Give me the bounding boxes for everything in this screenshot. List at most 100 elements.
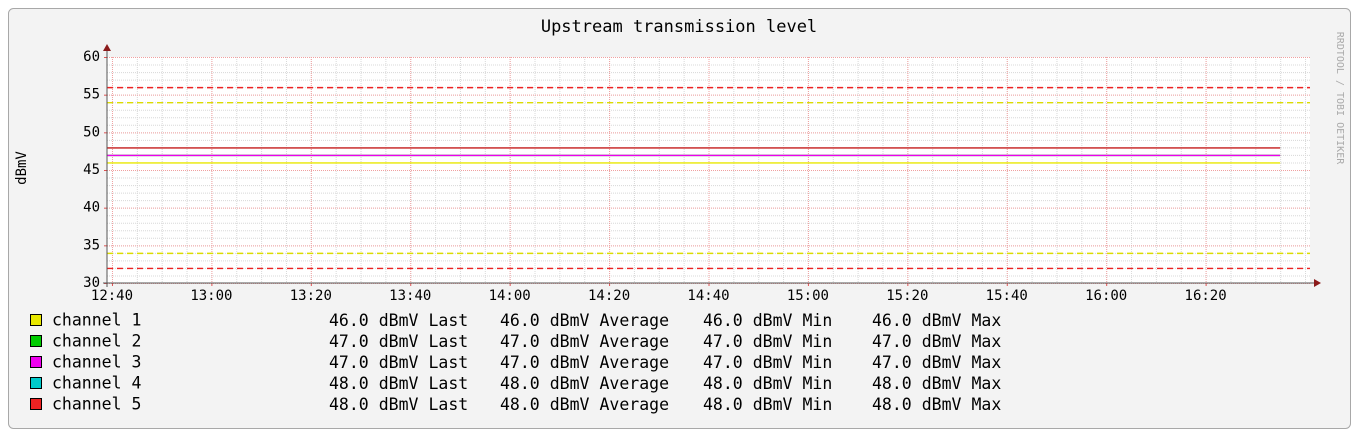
stat-name: Last <box>429 395 469 414</box>
legend-stat: 47.0 dBmV Last <box>329 353 468 372</box>
stat-name: Min <box>803 353 833 372</box>
stat-value: 47.0 <box>872 332 912 351</box>
x-tick-label: 14:40 <box>687 288 729 304</box>
legend: channel 1 46.0 dBmV Last 46.0 dBmV Average 46.0… <box>30 311 1002 414</box>
stat-unit: dBmV <box>379 311 419 330</box>
stat-unit: dBmV <box>550 332 590 351</box>
legend-name: channel 2 <box>52 332 141 351</box>
legend-stat: 46.0 dBmV Max <box>872 311 1001 330</box>
x-tick-label: 12:40 <box>91 288 133 304</box>
legend-stat: 48.0 dBmV Min <box>703 395 832 414</box>
legend-stat: 48.0 dBmV Max <box>872 374 1001 393</box>
x-arrow <box>1314 279 1321 287</box>
legend-name: channel 4 <box>52 374 141 393</box>
y-arrow <box>103 44 111 51</box>
stat-unit: dBmV <box>922 311 962 330</box>
x-tick-label: 16:00 <box>1085 288 1127 304</box>
y-tick-label: 55 <box>83 87 100 103</box>
stat-name: Max <box>972 374 1002 393</box>
stat-value: 46.0 <box>703 311 743 330</box>
legend-stat: 47.0 dBmV Max <box>872 353 1001 372</box>
stat-value: 47.0 <box>500 332 540 351</box>
stat-value: 47.0 <box>329 353 369 372</box>
legend-stat: 47.0 dBmV Min <box>703 353 832 372</box>
stat-unit: dBmV <box>550 353 590 372</box>
legend-name: channel 3 <box>52 353 141 372</box>
stat-name: Last <box>429 374 469 393</box>
stat-unit: dBmV <box>753 332 793 351</box>
legend-swatch <box>30 335 42 347</box>
stat-value: 48.0 <box>329 395 369 414</box>
stat-value: 48.0 <box>703 374 743 393</box>
stat-value: 47.0 <box>703 353 743 372</box>
legend-name: channel 1 <box>52 311 141 330</box>
legend-stat: 47.0 dBmV Min <box>703 332 832 351</box>
x-tick-label: 13:20 <box>290 288 332 304</box>
stat-unit: dBmV <box>379 374 419 393</box>
stat-name: Max <box>972 311 1002 330</box>
stat-unit: dBmV <box>922 374 962 393</box>
stat-value: 48.0 <box>329 374 369 393</box>
stat-unit: dBmV <box>922 332 962 351</box>
stat-name: Min <box>803 395 833 414</box>
legend-stat: 47.0 dBmV Last <box>329 332 468 351</box>
legend-swatch <box>30 356 42 368</box>
y-tick-label: 35 <box>83 237 100 253</box>
legend-swatch <box>30 398 42 410</box>
stat-value: 48.0 <box>872 395 912 414</box>
y-tick-label: 50 <box>83 124 100 140</box>
x-tick-label: 14:00 <box>489 288 531 304</box>
y-tick-label: 60 <box>83 49 100 65</box>
legend-name: channel 5 <box>52 395 141 414</box>
marks <box>107 86 1310 270</box>
stat-name: Average <box>600 311 670 330</box>
stat-name: Last <box>429 332 469 351</box>
legend-stat: 46.0 dBmV Last <box>329 311 468 330</box>
stat-name: Min <box>803 374 833 393</box>
stat-unit: dBmV <box>379 395 419 414</box>
x-tick-label: 13:40 <box>389 288 431 304</box>
stat-name: Last <box>429 353 469 372</box>
stat-name: Max <box>972 353 1002 372</box>
legend-stat: 46.0 dBmV Min <box>703 311 832 330</box>
legend-stat: 48.0 dBmV Average <box>500 374 669 393</box>
stat-unit: dBmV <box>379 332 419 351</box>
stat-name: Min <box>803 332 833 351</box>
stat-unit: dBmV <box>550 374 590 393</box>
watermark: RRDTOOL / TOBI OETIKER <box>1334 32 1345 165</box>
stat-unit: dBmV <box>922 353 962 372</box>
legend-stat: 48.0 dBmV Last <box>329 374 468 393</box>
stat-unit: dBmV <box>550 395 590 414</box>
legend-stat: 48.0 dBmV Average <box>500 395 669 414</box>
y-tick-label: 30 <box>83 275 100 291</box>
stat-name: Average <box>600 332 670 351</box>
stat-value: 48.0 <box>872 374 912 393</box>
stat-unit: dBmV <box>753 374 793 393</box>
legend-stat: 48.0 dBmV Last <box>329 395 468 414</box>
stat-name: Average <box>600 374 670 393</box>
stat-name: Average <box>600 353 670 372</box>
chart-title: Upstream transmission level <box>541 17 817 37</box>
y-axis-label: dBmV <box>14 151 30 185</box>
legend-stat: 46.0 dBmV Average <box>500 311 669 330</box>
stat-name: Last <box>429 311 469 330</box>
stat-value: 46.0 <box>329 311 369 330</box>
stat-value: 47.0 <box>872 353 912 372</box>
stat-name: Max <box>972 395 1002 414</box>
axes <box>103 44 1321 287</box>
stat-value: 47.0 <box>500 353 540 372</box>
legend-stat: 47.0 dBmV Average <box>500 353 669 372</box>
stat-unit: dBmV <box>753 311 793 330</box>
stat-value: 46.0 <box>872 311 912 330</box>
legend-stat: 48.0 dBmV Min <box>703 374 832 393</box>
stat-unit: dBmV <box>922 395 962 414</box>
stat-value: 48.0 <box>500 395 540 414</box>
stat-unit: dBmV <box>379 353 419 372</box>
legend-stat: 47.0 dBmV Max <box>872 332 1001 351</box>
stat-value: 47.0 <box>703 332 743 351</box>
x-tick-label: 15:20 <box>886 288 928 304</box>
stat-name: Average <box>600 395 670 414</box>
legend-stat: 47.0 dBmV Average <box>500 332 669 351</box>
